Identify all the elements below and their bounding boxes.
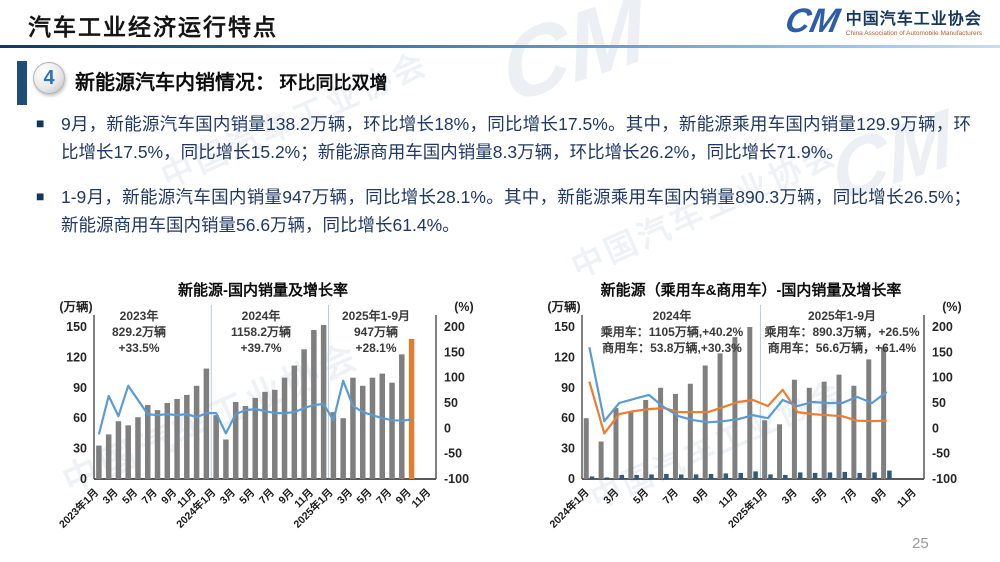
svg-text:7月: 7月 — [140, 487, 160, 507]
bullet-text: 1-9月，新能源汽车国内销量947万辆，同比增长28.1%。其中，新能源乘用车国… — [61, 186, 971, 236]
svg-text:200: 200 — [932, 320, 953, 334]
section-heading-main: 新能源汽车内销情况： — [75, 72, 275, 94]
nev-domestic-sales-chart: 新能源-国内销量及增长率 0 30 60 90 120 150 -100 -50 0 50 100 1… — [24, 279, 502, 555]
chart-canvas: 0 30 60 90 120 150 -100 -50 0 50 100 150 200 (万辆) (%) 2… — [56, 299, 473, 531]
svg-text:2024年1月: 2024年1月 — [547, 486, 592, 531]
svg-text:5月: 5月 — [237, 487, 257, 507]
svg-text:-100: -100 — [444, 472, 469, 486]
bullet-square-icon: ■ — [36, 187, 45, 204]
svg-text:11月: 11月 — [716, 487, 740, 511]
svg-text:3月: 3月 — [101, 487, 121, 507]
chart-title: 新能源-国内销量及增长率 — [178, 282, 348, 299]
svg-text:-100: -100 — [932, 472, 957, 486]
annotation-line: 2025年1-9月 — [807, 309, 877, 323]
bullet-item: ■ 1-9月，新能源汽车国内销量947万辆，同比增长28.1%。其中，新能源乘用… — [36, 183, 971, 240]
svg-text:11月: 11月 — [409, 487, 433, 511]
nev-pv-cv-sales-chart: 新能源（乘用车&商用车）-国内销量及增长率 0 30 60 90 120 150 -100 -… — [512, 279, 990, 555]
annotation-2025: 2025年1-9月 乘用车：890.3万辆，+26.5% 商用车：56.6万辆，… — [764, 309, 919, 356]
watermark-logo: CM — [496, 0, 652, 126]
annotation-2024: 2024年 1158.2万辆 +39.7% — [231, 309, 291, 356]
annotation-line: 2024年 — [241, 309, 281, 323]
svg-text:90: 90 — [561, 381, 575, 395]
svg-text:11月: 11月 — [895, 487, 919, 511]
svg-text:0: 0 — [444, 421, 451, 435]
svg-text:120: 120 — [66, 350, 87, 364]
svg-text:100: 100 — [444, 371, 465, 385]
org-name-cn: 中国汽车工业协会 — [845, 11, 982, 28]
annotation-line: 商用车：53.8万辆,+30.3% — [602, 340, 742, 355]
annotation-line: 829.2万辆 — [111, 324, 167, 339]
svg-text:100: 100 — [932, 371, 953, 385]
section-heading: 新能源汽车内销情况： 环比同比双增 — [75, 66, 387, 95]
annotation-line: 947万辆 — [353, 324, 399, 339]
bullet-list: ■ 9月，新能源汽车国内销量138.2万辆，环比增长18%，同比增长17.5%。… — [36, 110, 971, 255]
annotation-line: 商用车：56.6万辆，+61.4% — [767, 340, 917, 355]
svg-text:0: 0 — [568, 472, 575, 486]
annotation-line: 2024年 — [652, 309, 692, 323]
svg-text:5月: 5月 — [355, 487, 375, 507]
svg-text:7月: 7月 — [374, 487, 394, 507]
svg-text:(%): (%) — [942, 301, 961, 314]
bullet-item: ■ 9月，新能源汽车国内销量138.2万辆，环比增长18%，同比增长17.5%。… — [36, 110, 971, 167]
annotation-line: 乘用车：890.3万辆，+26.5% — [764, 324, 920, 339]
page-title: 汽车工业经济运行特点 — [28, 14, 278, 40]
svg-text:150: 150 — [932, 345, 953, 359]
svg-text:3月: 3月 — [601, 487, 621, 507]
annotation-line: +39.7% — [240, 340, 282, 355]
svg-text:150: 150 — [66, 320, 87, 334]
svg-text:30: 30 — [561, 442, 575, 456]
bullet-text: 9月，新能源汽车国内销量138.2万辆，环比增长18%，同比增长17.5%。其中… — [61, 114, 971, 163]
svg-text:120: 120 — [554, 350, 575, 364]
svg-text:-50: -50 — [444, 447, 462, 461]
section-accent-bar — [17, 61, 27, 105]
svg-text:60: 60 — [73, 411, 87, 425]
svg-text:50: 50 — [932, 396, 946, 410]
svg-text:9月: 9月 — [869, 487, 889, 507]
svg-text:5月: 5月 — [631, 487, 651, 507]
annotation-line: +28.1% — [355, 340, 397, 355]
svg-text:5月: 5月 — [809, 487, 829, 507]
chart-canvas: 0 30 60 90 120 150 -100 -50 0 50 100 150 200 (万辆) (%) 2… — [547, 299, 962, 531]
svg-text:3月: 3月 — [780, 487, 800, 507]
svg-text:150: 150 — [554, 320, 575, 334]
svg-text:-50: -50 — [932, 447, 950, 461]
svg-text:60: 60 — [561, 411, 575, 425]
org-name-en: China Association of Automobile Manufact… — [845, 30, 982, 37]
svg-text:150: 150 — [444, 345, 465, 359]
annotation-2024: 2024年 乘用车：1105万辆,+40.2% 商用车：53.8万辆,+30.3… — [601, 309, 743, 356]
svg-text:9月: 9月 — [690, 487, 710, 507]
annotation-line: 乘用车：1105万辆,+40.2% — [600, 324, 744, 339]
bullet-square-icon: ■ — [36, 115, 45, 131]
caam-logo-icon: CM — [781, 2, 843, 40]
svg-text:3月: 3月 — [335, 487, 355, 507]
chart-title: 新能源（乘用车&商用车）-国内销量及增长率 — [600, 282, 902, 299]
annotation-line: 2023年 — [119, 309, 159, 323]
svg-text:200: 200 — [444, 320, 465, 334]
section-heading-sub: 环比同比双增 — [279, 73, 388, 93]
svg-text:2023年1月: 2023年1月 — [56, 486, 101, 531]
svg-text:0: 0 — [80, 472, 87, 486]
svg-text:7月: 7月 — [661, 487, 681, 507]
annotation-2025: 2025年1-9月 947万辆 +28.1% — [342, 309, 410, 356]
svg-text:0: 0 — [932, 421, 939, 435]
section-number-badge: 4 — [33, 62, 65, 94]
svg-text:90: 90 — [73, 381, 87, 395]
annotation-line: 2025年1-9月 — [341, 309, 411, 323]
page-number: 25 — [912, 535, 929, 552]
svg-text:7月: 7月 — [839, 487, 859, 507]
title-divider — [0, 45, 1000, 48]
annotation-line: 1158.2万辆 — [230, 324, 292, 339]
annotation-2023: 2023年 829.2万辆 +33.5% — [112, 309, 166, 356]
svg-text:50: 50 — [444, 396, 458, 410]
svg-text:7月: 7月 — [257, 487, 277, 507]
annotation-line: +33.5% — [118, 340, 160, 355]
svg-text:3月: 3月 — [218, 487, 238, 507]
svg-text:5月: 5月 — [120, 487, 140, 507]
svg-text:(万辆): (万辆) — [59, 301, 92, 314]
svg-text:(万辆): (万辆) — [547, 301, 580, 314]
org-logo: CM 中国汽车工业协会 China Association of Automob… — [782, 2, 982, 40]
svg-text:30: 30 — [73, 442, 87, 456]
svg-text:(%): (%) — [454, 301, 473, 314]
